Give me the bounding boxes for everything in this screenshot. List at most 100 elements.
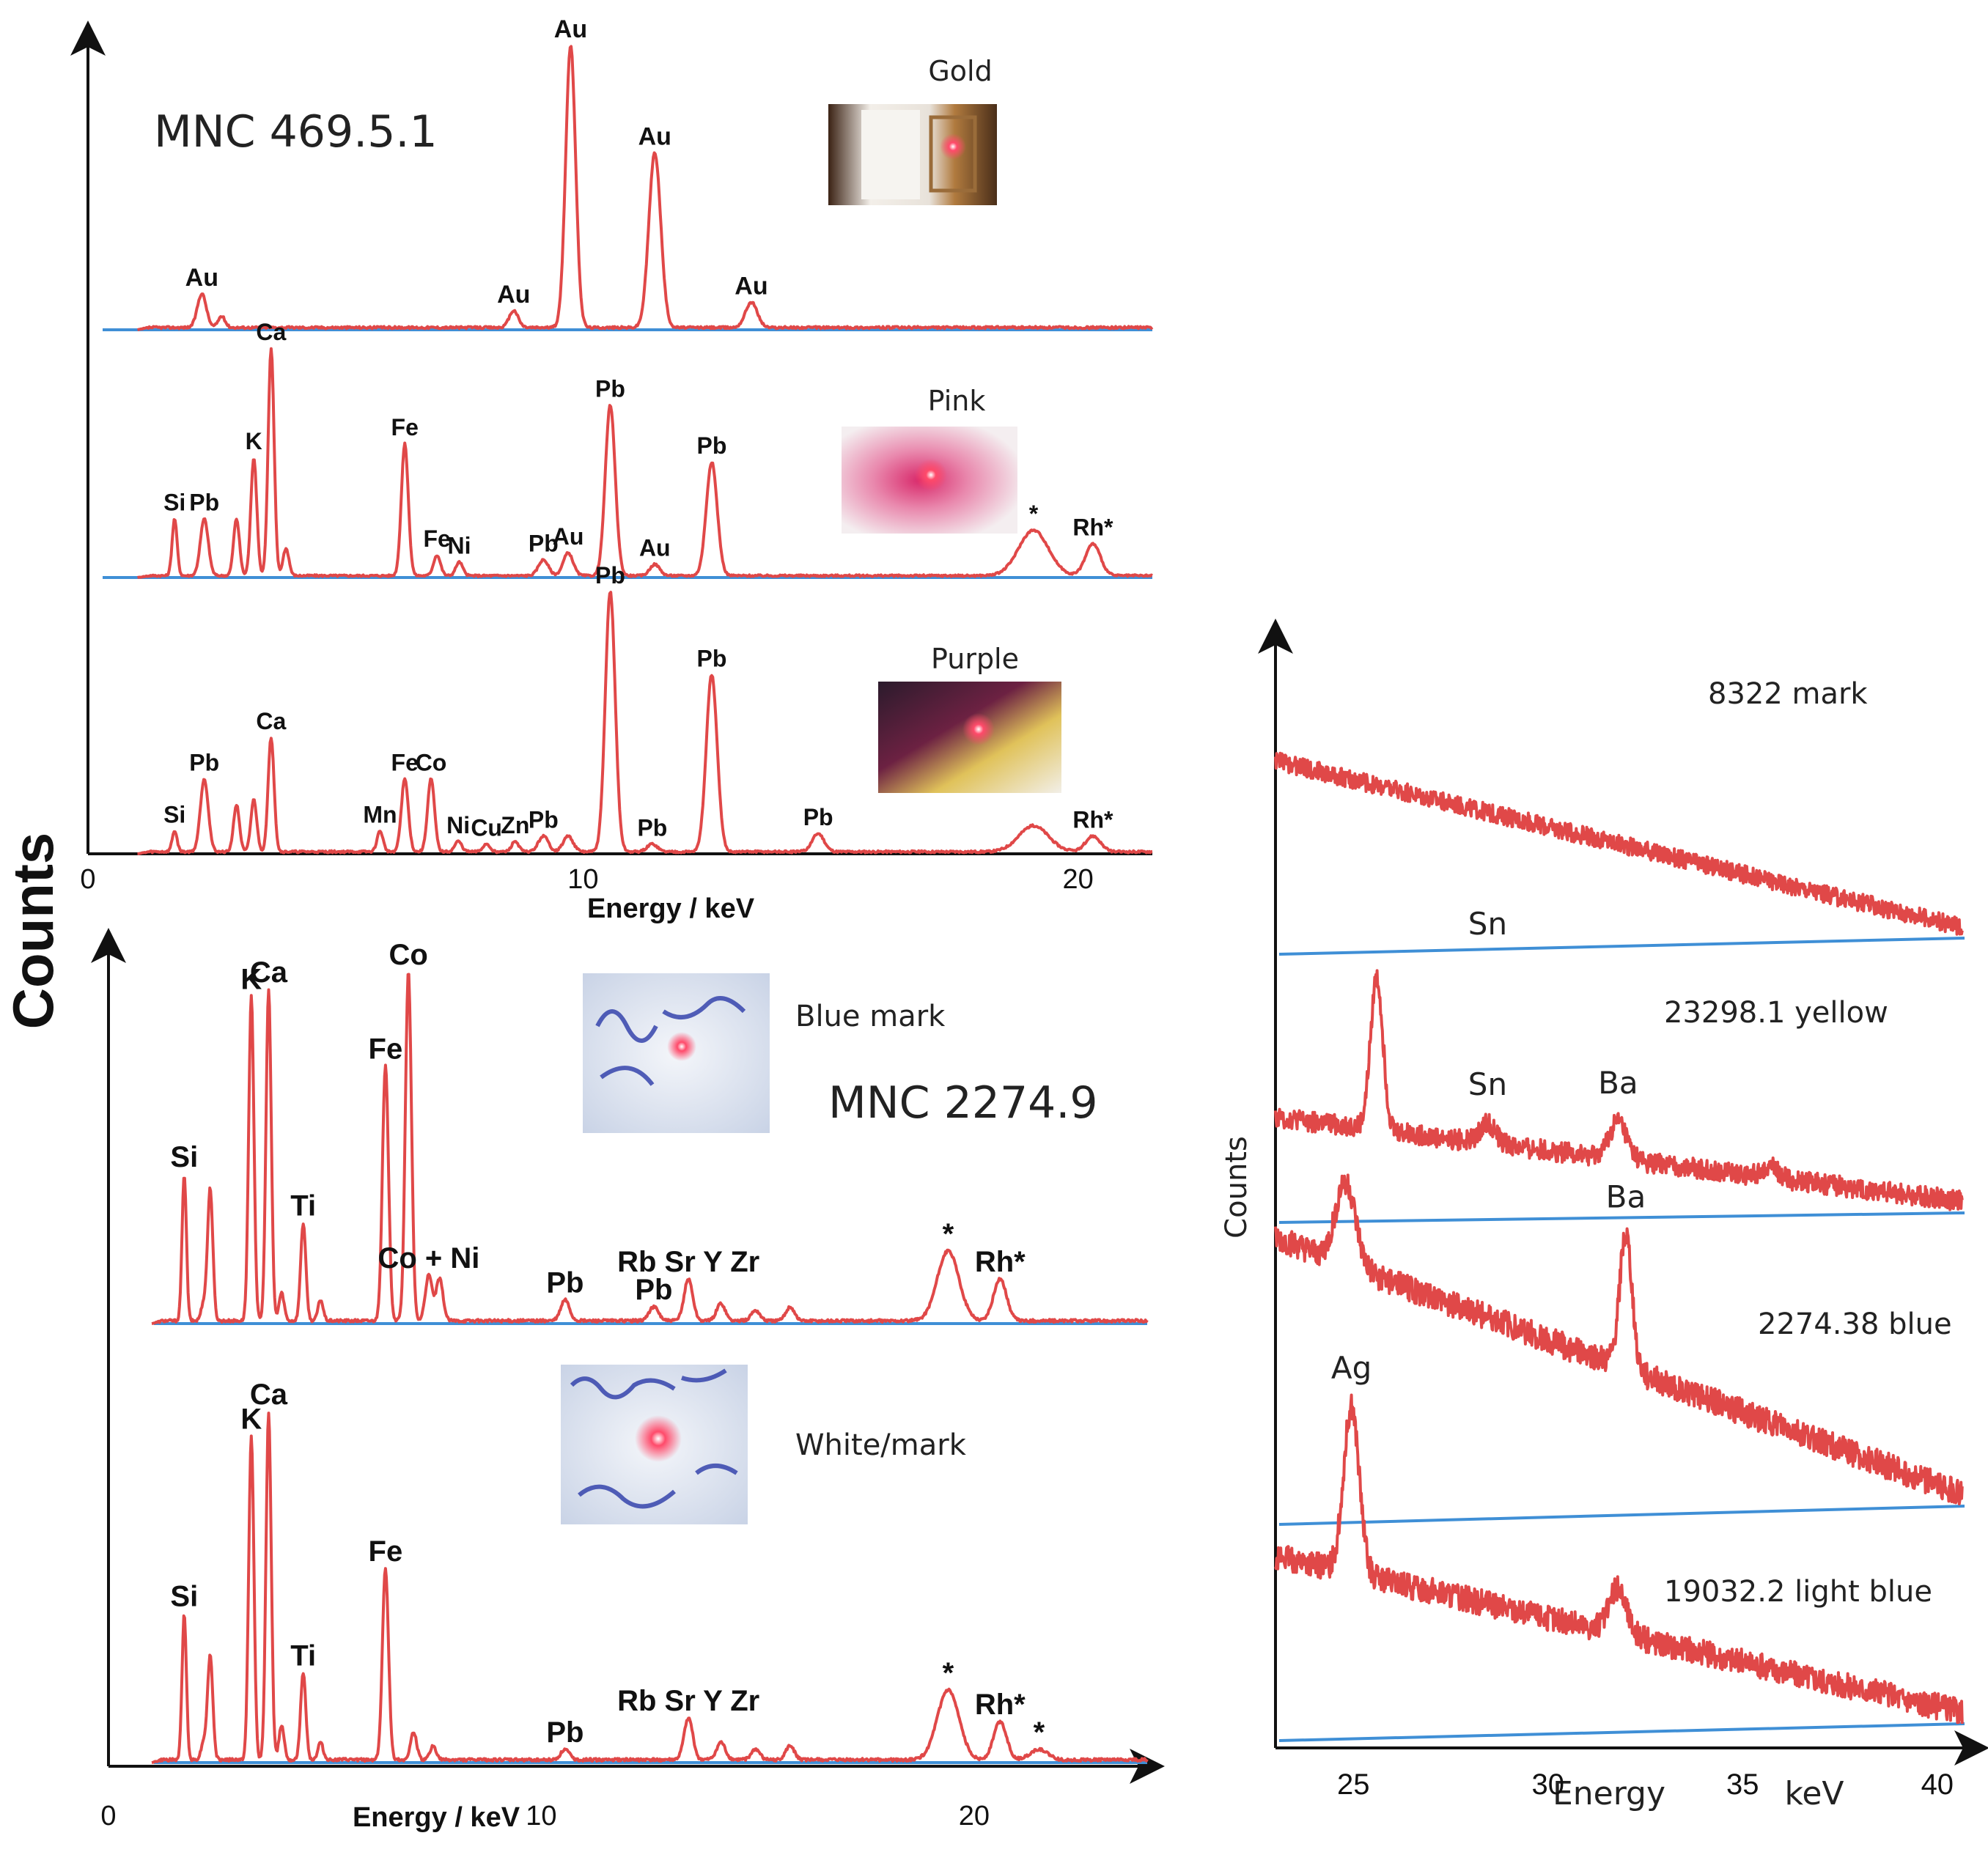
peak-label: K	[240, 1403, 262, 1435]
8322-series-label: 8322 mark	[1708, 677, 1868, 711]
peak-label: *	[943, 1218, 954, 1250]
peak-label: Ag	[1331, 1350, 1372, 1386]
peak-label: *	[1034, 1716, 1045, 1749]
23298-baseline	[1278, 1211, 1965, 1224]
inset-bluemark-label: Blue mark	[795, 1000, 946, 1033]
peak-label: Co + Ni	[378, 1242, 479, 1274]
gold-peak-labels: Au Au Au Au Au	[185, 15, 768, 309]
23298-spectrum	[1274, 969, 1964, 1211]
inset-whitemark: White/mark	[561, 1365, 967, 1524]
peak-label: Au	[639, 535, 671, 561]
peak-label: Mn	[363, 802, 397, 828]
8322-spectrum	[1274, 751, 1964, 936]
peak-label: Sn	[1468, 906, 1507, 942]
19032-peak-labels: Ag	[1331, 1350, 1372, 1386]
high-19032-trace: 19032.2 light blue Ag	[1274, 1350, 1965, 1742]
high-tick-25: 25	[1337, 1768, 1370, 1801]
8322-peak-labels: Sn	[1468, 906, 1507, 942]
mnc2274-xlabel: Energy / keV	[353, 1802, 520, 1833]
peak-label: Ca	[250, 1379, 288, 1411]
gold-spectrum	[136, 45, 1154, 331]
mnc469-title: MNC 469.5.1	[154, 106, 438, 158]
mnc469-tick-20: 20	[1063, 864, 1094, 895]
2274-peak-labels: Ba	[1606, 1179, 1646, 1215]
inset-bluemark: Blue mark	[583, 973, 946, 1133]
peak-label: Au	[497, 281, 530, 309]
peak-label: Pb	[546, 1266, 583, 1299]
19032-series-label: 19032.2 light blue	[1664, 1575, 1932, 1609]
peak-label: Ca	[256, 708, 286, 734]
peak-label: Pb	[637, 814, 667, 841]
peak-label: Pb	[529, 807, 559, 833]
peak-label: Zn	[501, 812, 529, 838]
counts-axis-label: Counts	[1, 833, 65, 1030]
bluemark-spectrum	[151, 973, 1149, 1325]
peak-label: K	[240, 963, 262, 995]
2274-series-label: 2274.38 blue	[1758, 1307, 1952, 1341]
peak-label: Pb	[595, 376, 625, 402]
panel-high-energy: Counts Energy keV 25 30 35 40 8322 mark …	[1220, 619, 1988, 1812]
peak-label: Rb Sr Y Zr	[617, 1246, 759, 1278]
inset-pink-label: Pink	[928, 385, 986, 417]
peak-label: Pb	[189, 750, 219, 776]
high-xlabel: Energy	[1553, 1775, 1665, 1812]
high-8322-trace: 8322 mark Sn	[1274, 677, 1965, 956]
peak-label: Pb	[696, 646, 726, 672]
peak-label: Ni	[448, 532, 471, 558]
peak-label: Sn	[1468, 1066, 1507, 1102]
pink-spectrum	[136, 347, 1153, 579]
peak-label: Au	[185, 264, 218, 292]
inset-pink: Pink	[842, 385, 1017, 534]
peak-label: Pb	[546, 1716, 583, 1749]
peak-label: Rb Sr Y Zr	[617, 1685, 759, 1717]
peak-label: K	[246, 428, 262, 454]
23298-peak-labels: Sn Ba	[1468, 1065, 1638, 1102]
peak-label: Ca	[256, 319, 286, 345]
high-ylabel: Counts	[1220, 1136, 1253, 1239]
peak-label: Ba	[1606, 1179, 1646, 1215]
peak-label: Fe	[369, 1033, 403, 1066]
mnc469-tick-0: 0	[80, 864, 95, 895]
peak-label: Pb	[635, 1274, 672, 1306]
peak-label: Si	[170, 1141, 198, 1173]
peak-label: Fe	[423, 525, 450, 552]
high-tick-30: 30	[1532, 1768, 1565, 1801]
peak-label: *	[1029, 501, 1039, 527]
peak-label: Si	[163, 802, 185, 828]
mnc2274-title: MNC 2274.9	[828, 1077, 1098, 1129]
peak-label: Rh*	[1072, 807, 1113, 833]
panel-mnc469: MNC 469.5.1 Energy / keV 0 10 20 AuAuAuA…	[70, 15, 1154, 924]
23298-series-label: 23298.1 yellow	[1664, 996, 1888, 1030]
peak-label: Ti	[290, 1190, 316, 1222]
panel-mnc2274: MNC 2274.9 Energy / keV 0 10 20 SiKCaTiF…	[91, 928, 1165, 1833]
inset-gold-label: Gold	[928, 55, 992, 87]
peak-label: Ti	[290, 1639, 316, 1672]
peak-label: Ni	[446, 812, 470, 838]
peak-label: Si	[163, 490, 185, 516]
peak-label: Rh*	[975, 1246, 1026, 1278]
inset-whitemark-label: White/mark	[795, 1428, 967, 1462]
peak-label: Fe	[369, 1535, 403, 1568]
whitemark-spectrum	[151, 1412, 1149, 1764]
peak-label: Co	[416, 750, 447, 776]
8322-baseline	[1278, 937, 1965, 956]
mnc2274-tick-0: 0	[100, 1801, 116, 1831]
peak-label: Pb	[529, 530, 559, 556]
peak-label: Fe	[391, 414, 419, 440]
peak-label: Ba	[1598, 1065, 1638, 1101]
2274-baseline	[1278, 1505, 1965, 1526]
peak-label: *	[943, 1657, 954, 1689]
mnc469-xlabel: Energy / keV	[587, 893, 755, 924]
peak-label: Pb	[189, 490, 219, 516]
peak-label: Pb	[696, 432, 726, 459]
high-23298-trace: 23298.1 yellow Sn Ba	[1274, 969, 1965, 1224]
19032-spectrum	[1274, 1393, 1964, 1724]
